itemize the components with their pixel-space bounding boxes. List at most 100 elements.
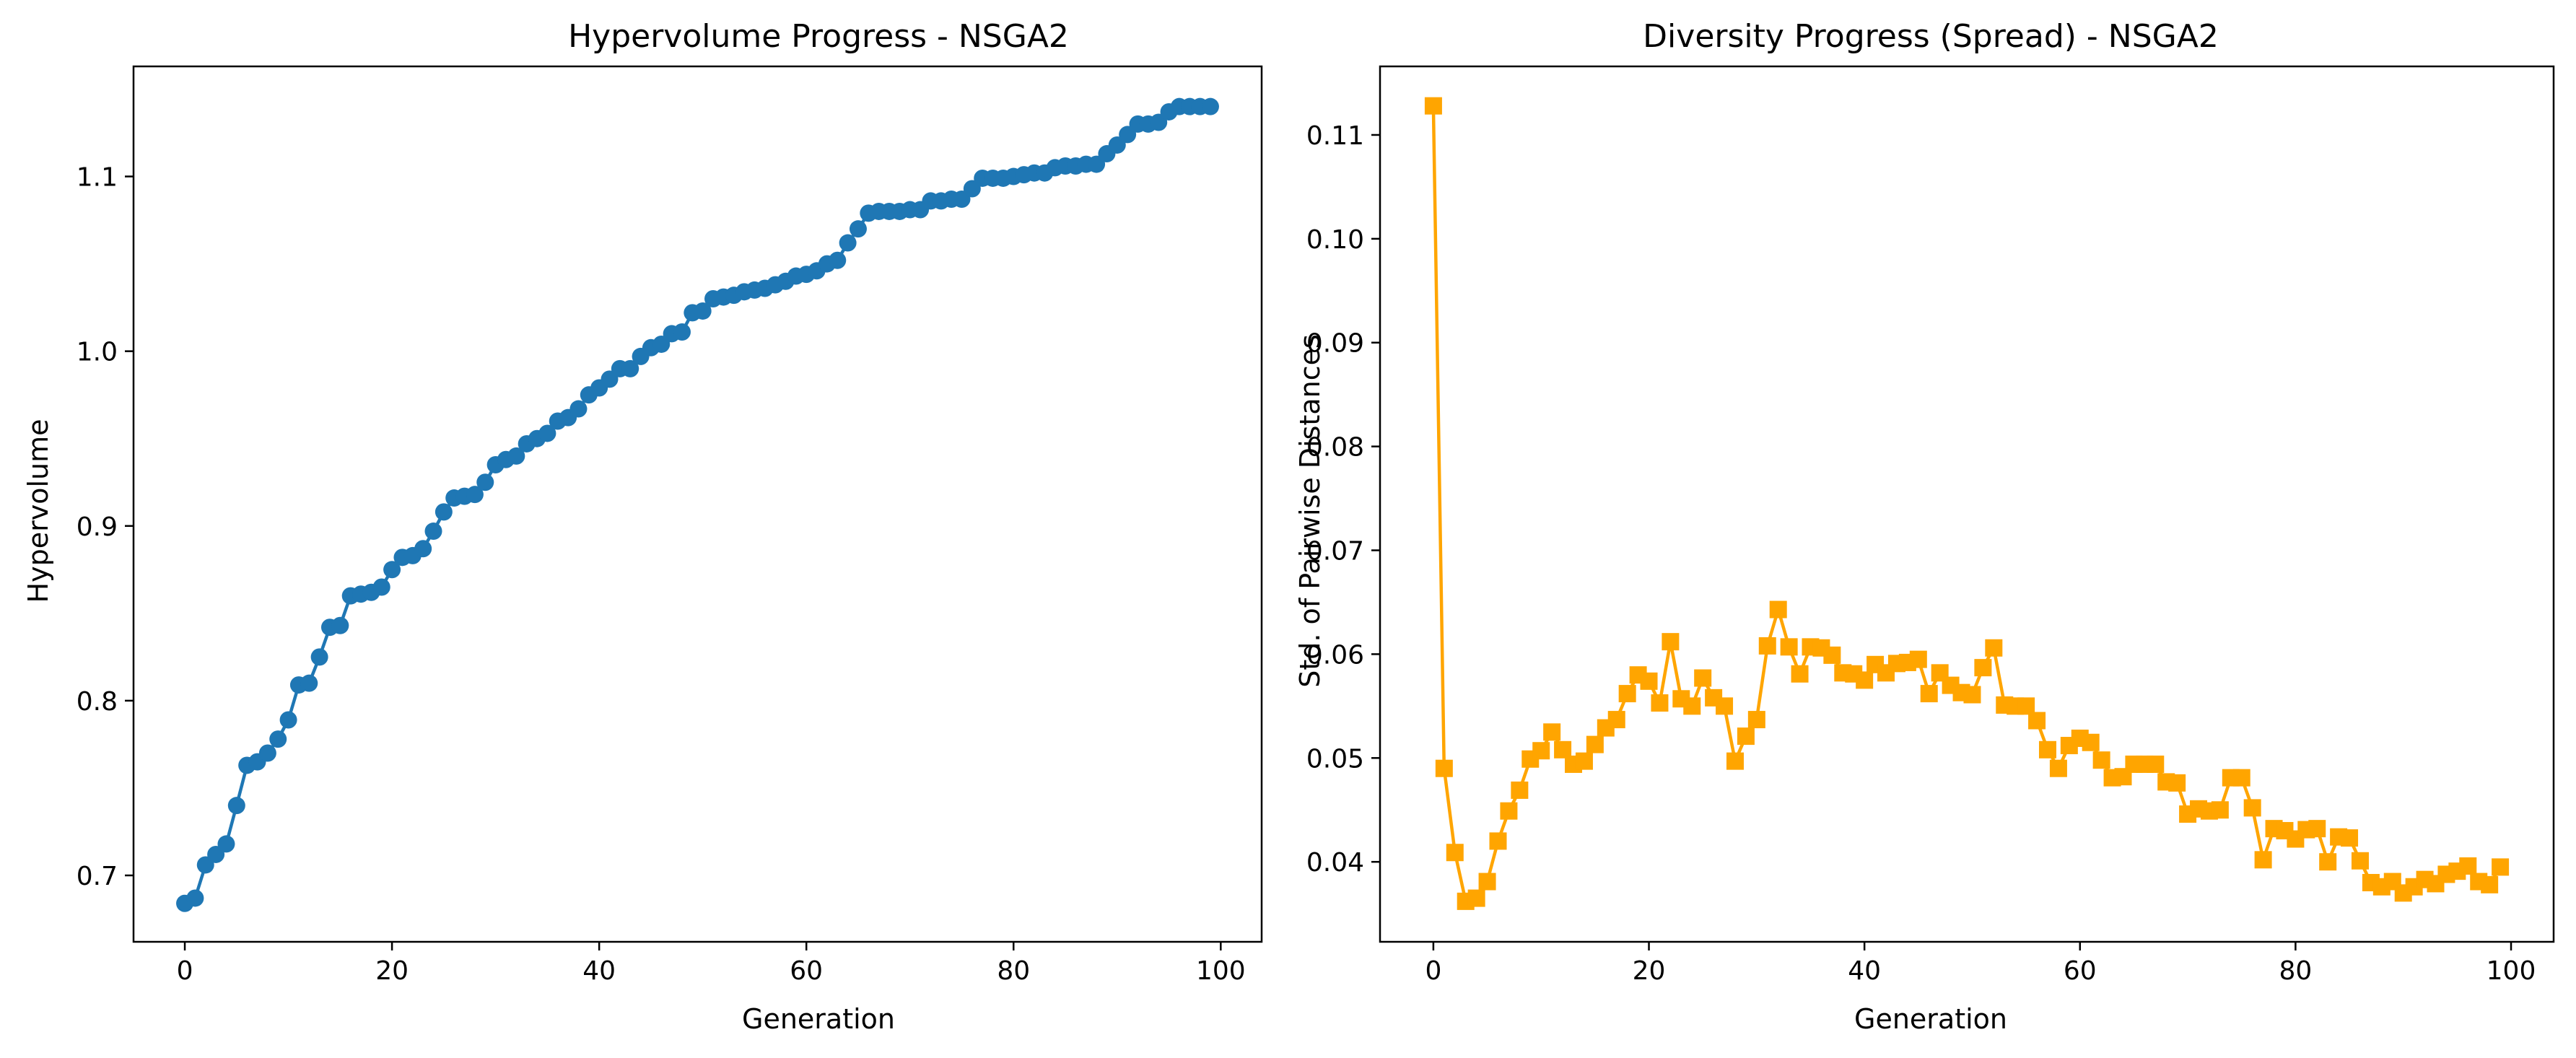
hypervolume-data-point bbox=[186, 889, 204, 907]
diversity-data-point bbox=[1780, 638, 1798, 656]
diversity-y-tick-label: 0.09 bbox=[1306, 329, 1364, 359]
diversity-data-point bbox=[2351, 852, 2369, 870]
hypervolume-marks bbox=[176, 97, 1219, 912]
diversity-data-point bbox=[1823, 646, 1841, 664]
diversity-data-point bbox=[1909, 650, 1927, 668]
hypervolume-data-point bbox=[300, 674, 318, 692]
diversity-x-tick-label: 100 bbox=[2487, 956, 2536, 986]
hypervolume-x-tick-label: 40 bbox=[582, 956, 616, 986]
diversity-y-tick-label: 0.06 bbox=[1306, 640, 1364, 670]
hypervolume-data-point bbox=[538, 424, 556, 442]
diversity-data-point bbox=[1446, 844, 1464, 862]
diversity-y-tick-label: 0.05 bbox=[1306, 744, 1364, 774]
diversity-data-point bbox=[1747, 711, 1765, 729]
hypervolume-data-point bbox=[424, 523, 442, 541]
diversity-data-point bbox=[2017, 697, 2035, 715]
diversity-data-point bbox=[2049, 759, 2067, 777]
diversity-x-tick-label: 20 bbox=[1633, 956, 1666, 986]
diversity-data-point bbox=[1974, 659, 1992, 677]
hypervolume-data-point bbox=[1201, 97, 1219, 115]
hypervolume-x-tick-label: 0 bbox=[177, 956, 193, 986]
diversity-data-point bbox=[1651, 694, 1669, 712]
diversity-data-point bbox=[2459, 857, 2477, 875]
diversity-data-point bbox=[1511, 781, 1529, 799]
diversity-y-tick-label: 0.08 bbox=[1306, 433, 1364, 463]
diversity-data-point bbox=[2254, 851, 2272, 869]
hypervolume-data-point bbox=[279, 711, 297, 729]
hypervolume-data-point bbox=[414, 540, 432, 558]
hypervolume-chart-title: Hypervolume Progress - NSGA2 bbox=[568, 18, 1069, 55]
hypervolume-x-ticks: 0 20 40 60 80 100 bbox=[177, 942, 1246, 986]
diversity-data-point bbox=[1575, 752, 1593, 770]
diversity-y-tick-label: 0.04 bbox=[1306, 848, 1364, 878]
diversity-data-point bbox=[1758, 637, 1776, 655]
diversity-x-axis-label: Generation bbox=[1854, 1003, 2007, 1035]
diversity-data-point bbox=[1618, 685, 1636, 703]
diversity-data-point bbox=[1726, 752, 1744, 770]
diversity-data-point bbox=[1500, 802, 1518, 820]
hypervolume-data-point bbox=[673, 323, 691, 341]
hypervolume-panel: Hypervolume Progress - NSGA2 Generation … bbox=[22, 18, 1263, 1035]
diversity-data-point bbox=[1489, 832, 1507, 850]
diversity-data-point bbox=[1640, 672, 1658, 690]
hypervolume-x-tick-label: 20 bbox=[375, 956, 409, 986]
diversity-data-point bbox=[2492, 858, 2510, 876]
diversity-x-ticks: 0 20 40 60 80 100 bbox=[1425, 942, 2536, 986]
diversity-data-point bbox=[2308, 820, 2326, 838]
hypervolume-data-point bbox=[849, 220, 867, 238]
hypervolume-data-point bbox=[383, 561, 401, 579]
diversity-data-point bbox=[1683, 697, 1701, 715]
hypervolume-y-tick-label: 0.7 bbox=[77, 862, 118, 891]
diversity-data-point bbox=[2232, 769, 2250, 787]
diversity-data-point bbox=[1478, 873, 1496, 891]
hypervolume-x-tick-label: 60 bbox=[790, 956, 823, 986]
hypervolume-data-point bbox=[258, 744, 276, 762]
hypervolume-data-point bbox=[310, 648, 328, 666]
diversity-data-point bbox=[1543, 723, 1561, 741]
diversity-data-point bbox=[2092, 751, 2110, 769]
diversity-data-point bbox=[1554, 740, 1572, 758]
diversity-data-point bbox=[1662, 633, 1680, 651]
diversity-data-point bbox=[1920, 685, 1938, 703]
diversity-data-point bbox=[2082, 733, 2100, 751]
hypervolume-x-tick-label: 80 bbox=[997, 956, 1030, 986]
hypervolume-plot-frame bbox=[132, 65, 1263, 943]
diversity-data-point bbox=[2168, 774, 2186, 792]
hypervolume-data-point bbox=[839, 234, 857, 252]
diversity-data-point bbox=[1532, 742, 1550, 760]
hypervolume-data-point bbox=[372, 578, 390, 596]
diversity-data-point bbox=[1607, 711, 1625, 729]
diversity-panel: Diversity Progress (Spread) - NSGA2 Gene… bbox=[1294, 18, 2555, 1035]
diversity-data-point bbox=[1694, 669, 1712, 687]
diversity-plot-frame bbox=[1379, 65, 2555, 943]
hypervolume-y-axis-label: Hypervolume bbox=[22, 419, 54, 603]
hypervolume-data-point bbox=[476, 473, 494, 491]
hypervolume-data-point bbox=[435, 503, 453, 521]
diversity-data-point bbox=[1985, 639, 2003, 657]
diversity-data-point bbox=[1586, 735, 1604, 753]
diversity-y-axis-label: Std. of Pairwise Distances bbox=[1294, 334, 1326, 688]
hypervolume-data-point bbox=[569, 400, 588, 418]
hypervolume-data-point bbox=[829, 251, 847, 269]
diversity-data-point bbox=[2028, 712, 2046, 730]
diversity-data-point bbox=[1856, 671, 1874, 689]
diversity-x-tick-label: 40 bbox=[1848, 956, 1881, 986]
diversity-data-point bbox=[1737, 727, 1755, 746]
diversity-data-point bbox=[2341, 829, 2359, 847]
hypervolume-data-point bbox=[507, 447, 525, 465]
diversity-y-tick-label: 0.07 bbox=[1306, 537, 1364, 567]
diversity-data-point bbox=[2243, 799, 2261, 817]
diversity-data-point bbox=[1467, 889, 1485, 907]
diversity-data-point bbox=[2147, 755, 2165, 773]
hypervolume-y-tick-label: 1.1 bbox=[77, 163, 118, 193]
hypervolume-x-axis-label: Generation bbox=[742, 1003, 895, 1035]
hypervolume-y-tick-label: 0.9 bbox=[77, 512, 118, 542]
diversity-marks bbox=[1424, 97, 2510, 910]
diversity-chart-title: Diversity Progress (Spread) - NSGA2 bbox=[1643, 18, 2219, 55]
diversity-y-tick-label: 0.11 bbox=[1306, 121, 1364, 151]
diversity-data-point bbox=[1963, 686, 1981, 704]
hypervolume-data-point bbox=[217, 835, 235, 853]
diversity-data-point bbox=[1769, 600, 1787, 618]
hypervolume-data-point bbox=[227, 797, 245, 815]
